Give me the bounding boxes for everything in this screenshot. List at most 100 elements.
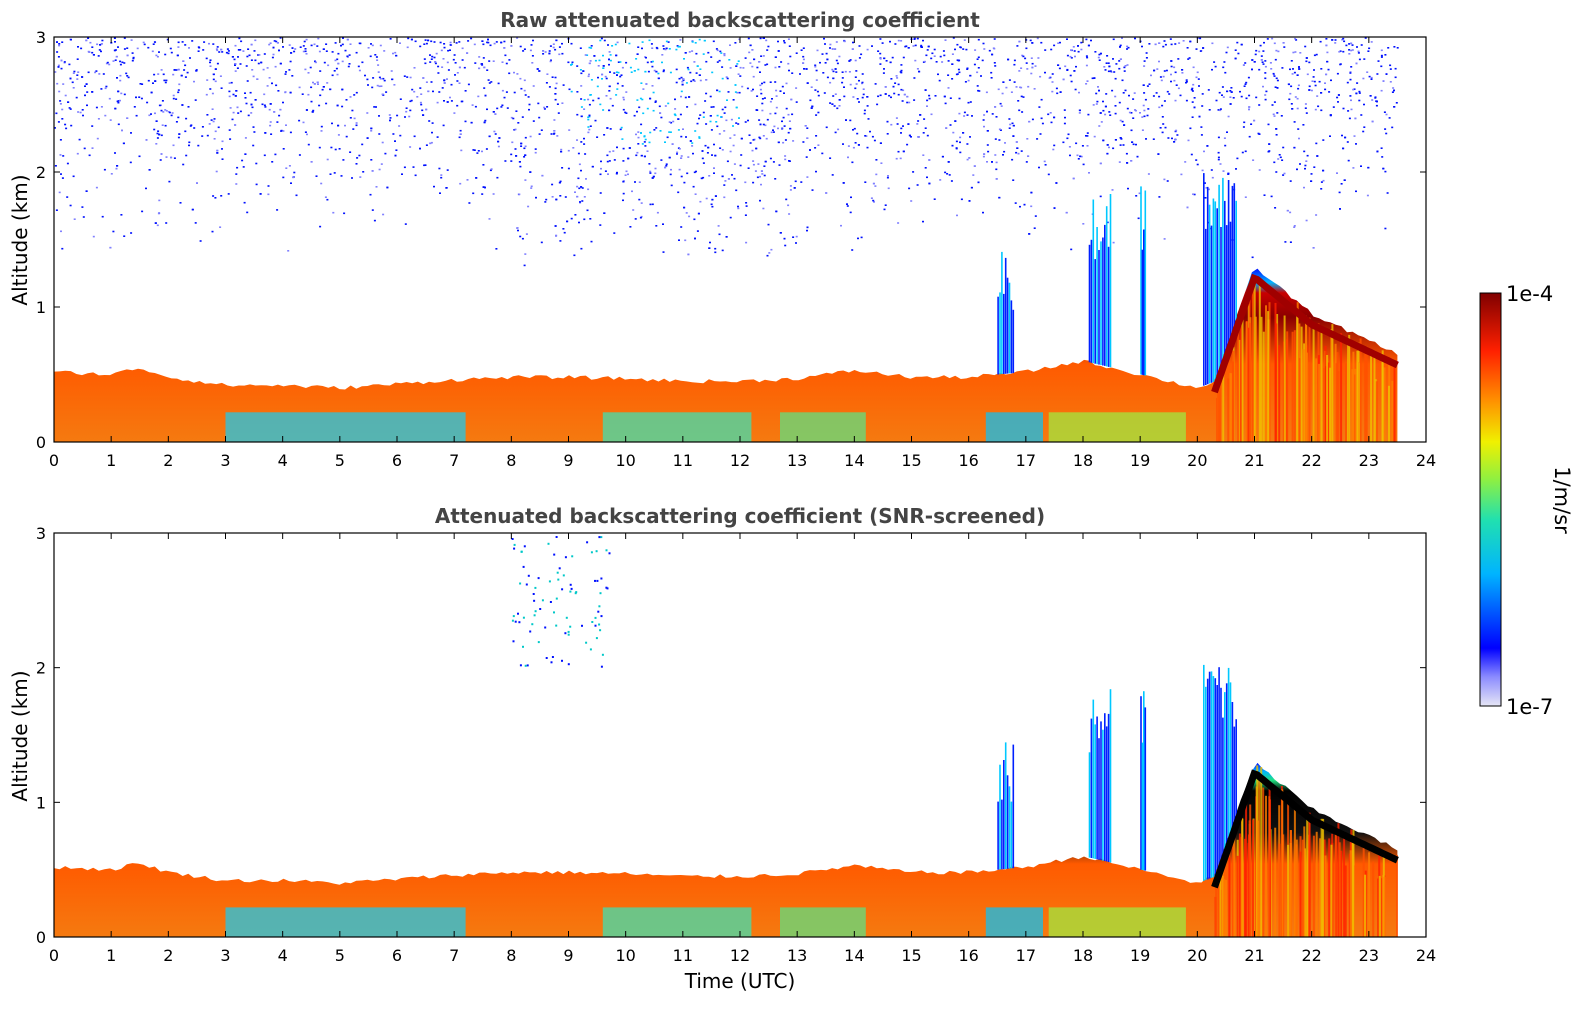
rain-streak (1362, 847, 1365, 937)
noise-speck (1274, 207, 1277, 209)
noise-speck (599, 103, 602, 106)
noise-speck (1366, 71, 1369, 73)
noise-speck (474, 62, 477, 64)
noise-speck (248, 54, 251, 57)
noise-speck (1351, 44, 1354, 46)
noise-speck (608, 160, 611, 162)
noise-speck (599, 192, 602, 194)
noise-speck (519, 582, 522, 585)
noise-speck (769, 112, 772, 115)
noise-speck (759, 88, 762, 91)
noise-speck (635, 154, 638, 157)
noise-speck (1303, 150, 1306, 153)
noise-speck (533, 599, 536, 602)
noise-speck (1391, 91, 1394, 93)
noise-speck (1289, 241, 1292, 243)
noise-speck (777, 50, 780, 52)
noise-speck (640, 215, 643, 218)
noise-speck (555, 39, 558, 42)
noise-speck (438, 167, 441, 170)
noise-speck (774, 56, 777, 58)
cloud-column (1222, 717, 1224, 855)
noise-speck (1102, 100, 1104, 103)
noise-speck (678, 239, 680, 241)
noise-speck (307, 72, 310, 74)
noise-speck (186, 71, 189, 74)
noise-speck (69, 108, 72, 110)
noise-speck (674, 114, 677, 117)
noise-speck (756, 95, 759, 97)
noise-speck (92, 54, 95, 56)
noise-speck (586, 541, 589, 544)
noise-speck (819, 61, 821, 64)
noise-speck (947, 161, 950, 163)
noise-speck (680, 175, 683, 178)
noise-speck (314, 61, 317, 64)
noise-speck (712, 40, 715, 43)
noise-speck (638, 181, 641, 183)
rain-streak (1287, 844, 1290, 937)
noise-speck (1093, 77, 1096, 79)
noise-speck (1122, 144, 1125, 146)
rain-streak (1219, 875, 1222, 937)
noise-speck (424, 39, 427, 41)
noise-speck (869, 130, 871, 133)
noise-speck (671, 143, 674, 145)
noise-speck (517, 122, 520, 124)
noise-speck (1292, 51, 1295, 54)
noise-speck (1112, 58, 1114, 60)
noise-speck (527, 205, 530, 208)
noise-speck (944, 102, 947, 105)
noise-speck (943, 54, 946, 57)
noise-speck (198, 46, 201, 49)
noise-speck (962, 48, 965, 50)
noise-speck (534, 151, 537, 154)
noise-speck (484, 186, 486, 189)
noise-speck (1171, 137, 1173, 140)
cloud-column (1094, 724, 1096, 859)
noise-speck (1236, 157, 1239, 160)
noise-speck (710, 129, 713, 131)
noise-speck (1232, 97, 1235, 99)
noise-speck (1176, 134, 1179, 136)
noise-speck (1098, 89, 1100, 92)
noise-speck (239, 63, 242, 65)
noise-speck (1377, 60, 1380, 62)
noise-speck (766, 49, 769, 51)
cloud-column (1140, 696, 1142, 870)
noise-speck (443, 79, 446, 81)
noise-speck (1014, 202, 1017, 204)
noise-speck (356, 157, 359, 159)
noise-speck (1163, 70, 1166, 72)
noise-speck (377, 64, 380, 66)
noise-speck (1112, 241, 1115, 244)
noise-speck (1393, 46, 1396, 48)
noise-speck (188, 47, 190, 49)
noise-speck (576, 91, 579, 93)
noise-speck (263, 53, 266, 55)
noise-speck (1223, 61, 1226, 63)
noise-speck (1299, 52, 1302, 54)
noise-speck (459, 133, 462, 135)
noise-speck (646, 150, 649, 152)
noise-speck (253, 131, 256, 133)
noise-speck (699, 200, 702, 203)
plot-area-background (54, 37, 1426, 442)
noise-speck (1268, 143, 1271, 145)
noise-speck (1062, 78, 1065, 81)
noise-speck (1304, 164, 1307, 167)
noise-speck (1339, 63, 1342, 66)
noise-speck (1385, 73, 1388, 75)
noise-speck (120, 92, 123, 95)
noise-field (54, 37, 1399, 267)
noise-speck (386, 186, 389, 189)
noise-speck (60, 67, 63, 70)
noise-speck (1141, 129, 1144, 131)
noise-speck (995, 161, 998, 164)
noise-speck (617, 61, 620, 63)
noise-speck (816, 49, 819, 52)
noise-speck (197, 144, 200, 147)
noise-speck (1234, 49, 1237, 51)
noise-speck (1219, 163, 1222, 165)
noise-speck (513, 543, 516, 546)
